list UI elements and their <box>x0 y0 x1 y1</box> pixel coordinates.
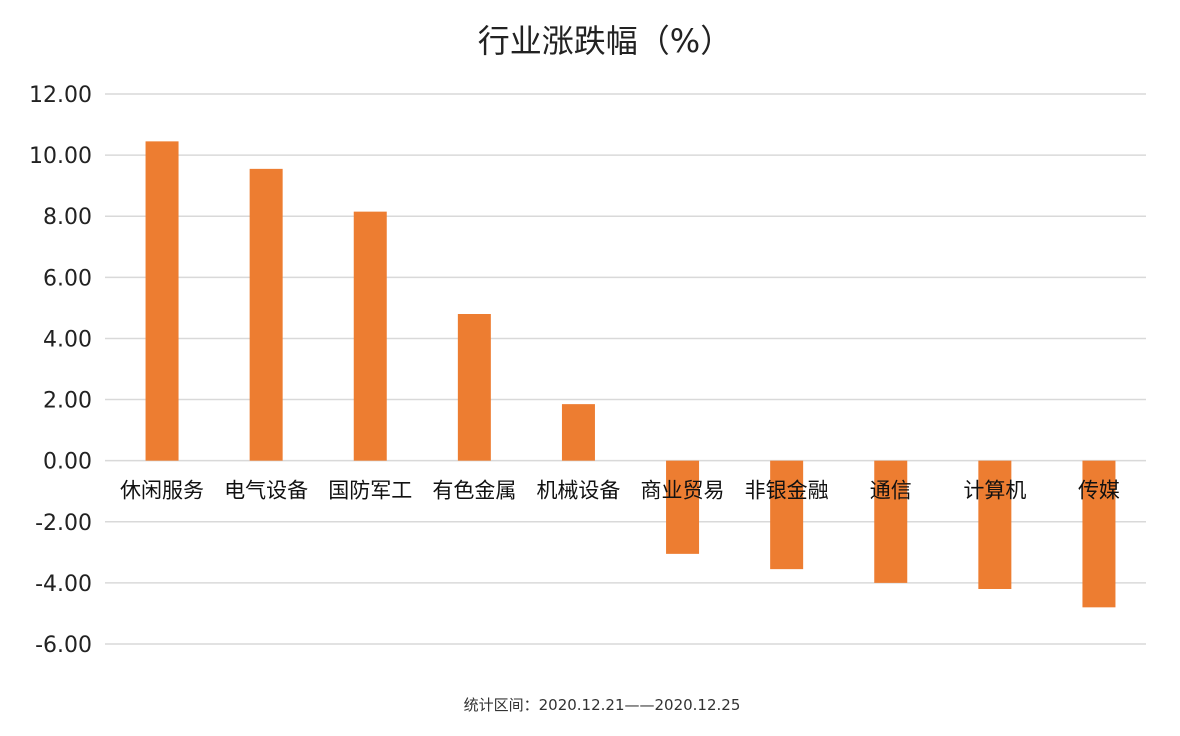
x-axis-category-labels: 休闲服务 电气设备 国防军工 有色金属 机械设备 商业贸易 非银金融 通信 计算机 传媒 <box>120 479 1120 503</box>
bar <box>353 211 387 461</box>
x-category-label: 通信 <box>870 479 912 503</box>
x-category-label: 有色金属 <box>432 479 516 503</box>
bar <box>457 314 491 461</box>
x-category-label: 机械设备 <box>536 479 620 503</box>
x-category-label: 非银金融 <box>745 479 829 503</box>
y-tick-label: 6.00 <box>43 266 92 291</box>
x-category-label: 商业贸易 <box>641 479 725 503</box>
bar <box>666 460 700 554</box>
y-tick-label: 10.00 <box>29 144 92 169</box>
x-category-label: 国防军工 <box>328 479 412 503</box>
y-tick-label: -2.00 <box>35 511 92 536</box>
y-tick-label: 8.00 <box>43 205 92 230</box>
bar <box>145 141 179 461</box>
bar <box>1082 460 1116 608</box>
y-tick-label: 2.00 <box>43 389 92 414</box>
bar <box>770 460 804 570</box>
chart-title: 行业涨跌幅（%） <box>477 22 733 60</box>
bars <box>145 141 1116 608</box>
chart-footnote: 统计区间：2020.12.21——2020.12.25 <box>463 696 741 714</box>
y-tick-label: 0.00 <box>43 450 92 475</box>
bar <box>978 460 1012 589</box>
y-tick-label: 4.00 <box>43 327 92 352</box>
bar <box>249 168 283 461</box>
y-tick-label: 12.00 <box>29 83 92 108</box>
y-axis-tick-labels: 12.00 10.00 8.00 6.00 4.00 2.00 0.00 -2.00 -4.00… <box>29 83 92 658</box>
x-category-label: 传媒 <box>1078 479 1120 503</box>
y-tick-label: -4.00 <box>35 572 92 597</box>
x-category-label: 计算机 <box>963 479 1026 503</box>
y-tick-label: -6.00 <box>35 633 92 658</box>
bar <box>874 460 908 583</box>
x-category-label: 休闲服务 <box>120 479 204 503</box>
bar <box>561 404 595 461</box>
x-category-label: 电气设备 <box>224 479 308 503</box>
